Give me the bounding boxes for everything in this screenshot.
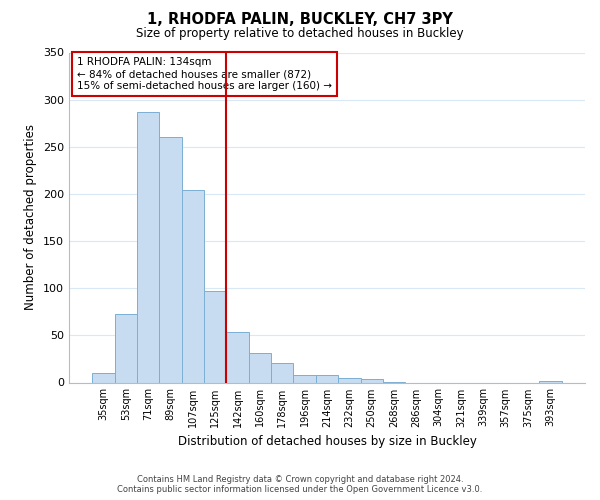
Text: 1, RHODFA PALIN, BUCKLEY, CH7 3PY: 1, RHODFA PALIN, BUCKLEY, CH7 3PY	[147, 12, 453, 28]
Bar	[204, 291, 226, 382]
Y-axis label: Number of detached properties: Number of detached properties	[25, 124, 37, 310]
Text: Contains HM Land Registry data © Crown copyright and database right 2024.
Contai: Contains HM Land Registry data © Crown c…	[118, 474, 482, 494]
X-axis label: Distribution of detached houses by size in Buckley: Distribution of detached houses by size …	[178, 435, 476, 448]
Bar	[115, 314, 137, 382]
Text: Size of property relative to detached houses in Buckley: Size of property relative to detached ho…	[136, 28, 464, 40]
Bar	[338, 378, 361, 382]
Bar	[316, 375, 338, 382]
Bar	[92, 373, 115, 382]
Bar	[539, 380, 562, 382]
Bar	[293, 375, 316, 382]
Text: 1 RHODFA PALIN: 134sqm
← 84% of detached houses are smaller (872)
15% of semi-de: 1 RHODFA PALIN: 134sqm ← 84% of detached…	[77, 58, 332, 90]
Bar	[182, 190, 204, 382]
Bar	[361, 378, 383, 382]
Bar	[160, 138, 182, 382]
Bar	[271, 362, 293, 382]
Bar	[137, 112, 160, 382]
Bar	[249, 354, 271, 382]
Bar	[226, 332, 249, 382]
